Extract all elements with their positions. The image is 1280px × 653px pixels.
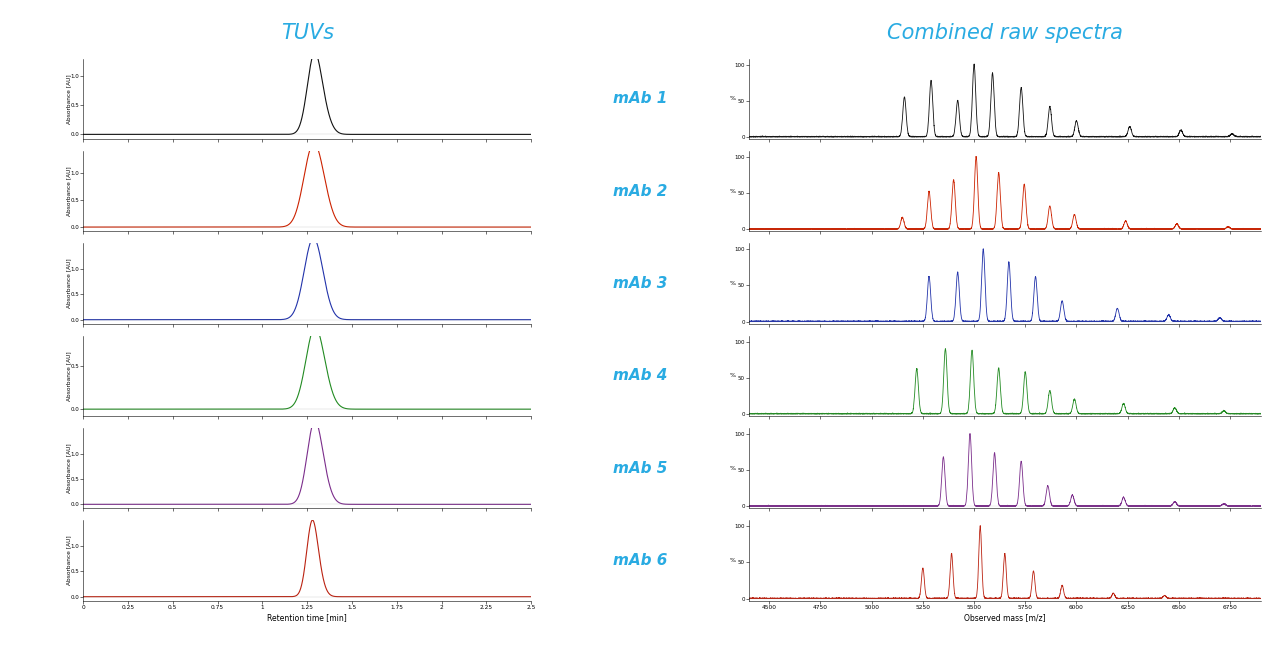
Y-axis label: %: % <box>730 281 736 286</box>
Y-axis label: %: % <box>730 466 736 471</box>
Y-axis label: Absorbance [AU]: Absorbance [AU] <box>67 167 72 216</box>
Y-axis label: Absorbance [AU]: Absorbance [AU] <box>67 535 72 586</box>
Text: mAb 3: mAb 3 <box>613 276 667 291</box>
Text: mAb 6: mAb 6 <box>613 553 667 568</box>
Y-axis label: Absorbance [AU]: Absorbance [AU] <box>67 74 72 124</box>
X-axis label: Retention time [min]: Retention time [min] <box>268 613 347 622</box>
Y-axis label: Absorbance [AU]: Absorbance [AU] <box>67 443 72 493</box>
Text: mAb 5: mAb 5 <box>613 461 667 476</box>
Text: mAb 1: mAb 1 <box>613 91 667 106</box>
Y-axis label: Absorbance [AU]: Absorbance [AU] <box>67 259 72 308</box>
Text: mAb 2: mAb 2 <box>613 183 667 199</box>
Text: mAb 4: mAb 4 <box>613 368 667 383</box>
Y-axis label: %: % <box>730 558 736 563</box>
Y-axis label: %: % <box>730 97 736 101</box>
Y-axis label: Absorbance [AU]: Absorbance [AU] <box>67 351 72 401</box>
Y-axis label: %: % <box>730 374 736 379</box>
Y-axis label: %: % <box>730 189 736 194</box>
Text: Combined raw spectra: Combined raw spectra <box>887 23 1123 43</box>
Text: TUVs: TUVs <box>280 23 334 43</box>
X-axis label: Observed mass [m/z]: Observed mass [m/z] <box>964 613 1046 622</box>
